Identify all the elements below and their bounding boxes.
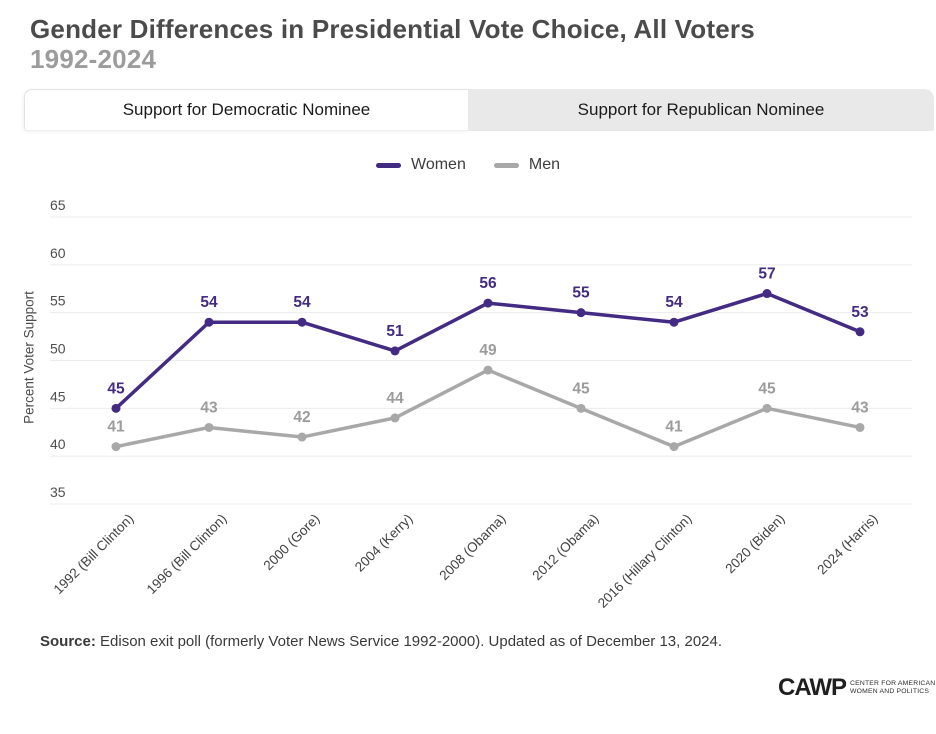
- source-prefix: Source:: [40, 633, 96, 650]
- legend-label-women: Women: [411, 156, 466, 173]
- y-tick-label: 55: [50, 293, 66, 309]
- women-data-point[interactable]: [669, 317, 679, 327]
- men-data-point[interactable]: [855, 422, 865, 432]
- women-data-point[interactable]: [855, 327, 865, 337]
- women-data-label: 54: [665, 294, 683, 311]
- tab-democratic-nominee[interactable]: Support for Democratic Nominee: [24, 89, 468, 131]
- men-data-label: 45: [572, 380, 590, 397]
- men-data-point[interactable]: [204, 422, 214, 432]
- women-data-point[interactable]: [111, 403, 121, 413]
- y-tick-label: 65: [50, 197, 66, 213]
- x-axis-label: 1996 (Bill Clinton): [143, 511, 230, 597]
- men-data-label: 41: [107, 419, 125, 436]
- women-data-label: 45: [107, 380, 125, 397]
- women-data-point[interactable]: [483, 298, 493, 308]
- chart-legend: Women Men: [0, 152, 936, 178]
- cawp-logo: CAWP CENTER FOR AMERICAN WOMEN AND POLITI…: [778, 676, 935, 700]
- x-axis-label: 2012 (Obama): [529, 511, 602, 584]
- women-data-label: 54: [293, 294, 311, 311]
- men-data-point[interactable]: [390, 413, 400, 423]
- x-axis-label: 2000 (Gore): [260, 511, 323, 574]
- women-data-point[interactable]: [297, 317, 307, 327]
- women-data-label: 54: [200, 294, 218, 311]
- women-data-label: 51: [386, 323, 404, 340]
- women-line-swatch: [376, 162, 402, 168]
- page-title: Gender Differences in Presidential Vote …: [30, 14, 755, 44]
- men-line-swatch: [493, 162, 519, 168]
- men-data-point[interactable]: [576, 403, 586, 413]
- men-data-label: 45: [758, 380, 776, 397]
- women-data-label: 56: [479, 275, 497, 292]
- page-subtitle: 1992-2024: [30, 44, 157, 74]
- men-data-point[interactable]: [483, 365, 493, 375]
- tab-bar: Support for Democratic Nominee Support f…: [24, 89, 934, 131]
- y-tick-label: 50: [50, 341, 66, 357]
- line-chart: 35 40 45 50 55 60 65 45 54 54 51 56 55 54 57 53 41 43 42 44…: [50, 197, 912, 505]
- x-axis-label: 2008 (Obama): [436, 511, 509, 584]
- x-axis-label: 2004 (Kerry): [351, 511, 416, 575]
- women-data-point[interactable]: [576, 308, 586, 318]
- legend-item-men[interactable]: Men: [493, 156, 560, 174]
- legend-label-men: Men: [528, 156, 560, 173]
- women-data-label: 53: [851, 304, 869, 321]
- women-data-point[interactable]: [204, 317, 214, 327]
- men-data-label: 42: [293, 409, 310, 426]
- legend-item-women[interactable]: Women: [376, 156, 466, 174]
- men-data-label: 43: [851, 399, 869, 416]
- y-tick-label: 35: [50, 484, 66, 500]
- x-axis-label: 2020 (Biden): [722, 511, 788, 577]
- cawp-logo-acronym: CAWP: [778, 674, 847, 701]
- men-data-label: 41: [665, 419, 683, 436]
- men-data-label: 49: [479, 342, 497, 359]
- source-text: Edison exit poll (formerly Voter News Se…: [95, 633, 723, 650]
- women-data-label: 55: [572, 285, 590, 302]
- x-axis-label: 2024 (Harris): [814, 511, 881, 578]
- women-data-label: 57: [758, 266, 775, 283]
- y-tick-label: 45: [50, 388, 66, 404]
- source-note: Source: Edison exit poll (formerly Voter…: [40, 633, 910, 650]
- x-axis-label: 2016 (Hillary Clinton): [594, 511, 695, 611]
- cawp-logo-text: CENTER FOR AMERICAN WOMEN AND POLITICS: [850, 679, 936, 696]
- men-data-point[interactable]: [111, 442, 121, 452]
- y-tick-label: 40: [50, 436, 66, 452]
- men-data-label: 44: [386, 390, 404, 407]
- y-tick-label: 60: [50, 245, 66, 261]
- men-data-point[interactable]: [669, 442, 679, 452]
- tab-republican-nominee[interactable]: Support for Republican Nominee: [468, 89, 934, 131]
- men-data-label: 43: [200, 399, 218, 416]
- women-data-point[interactable]: [762, 289, 772, 299]
- men-data-point[interactable]: [762, 403, 772, 413]
- women-data-point[interactable]: [390, 346, 400, 356]
- men-data-point[interactable]: [297, 432, 307, 442]
